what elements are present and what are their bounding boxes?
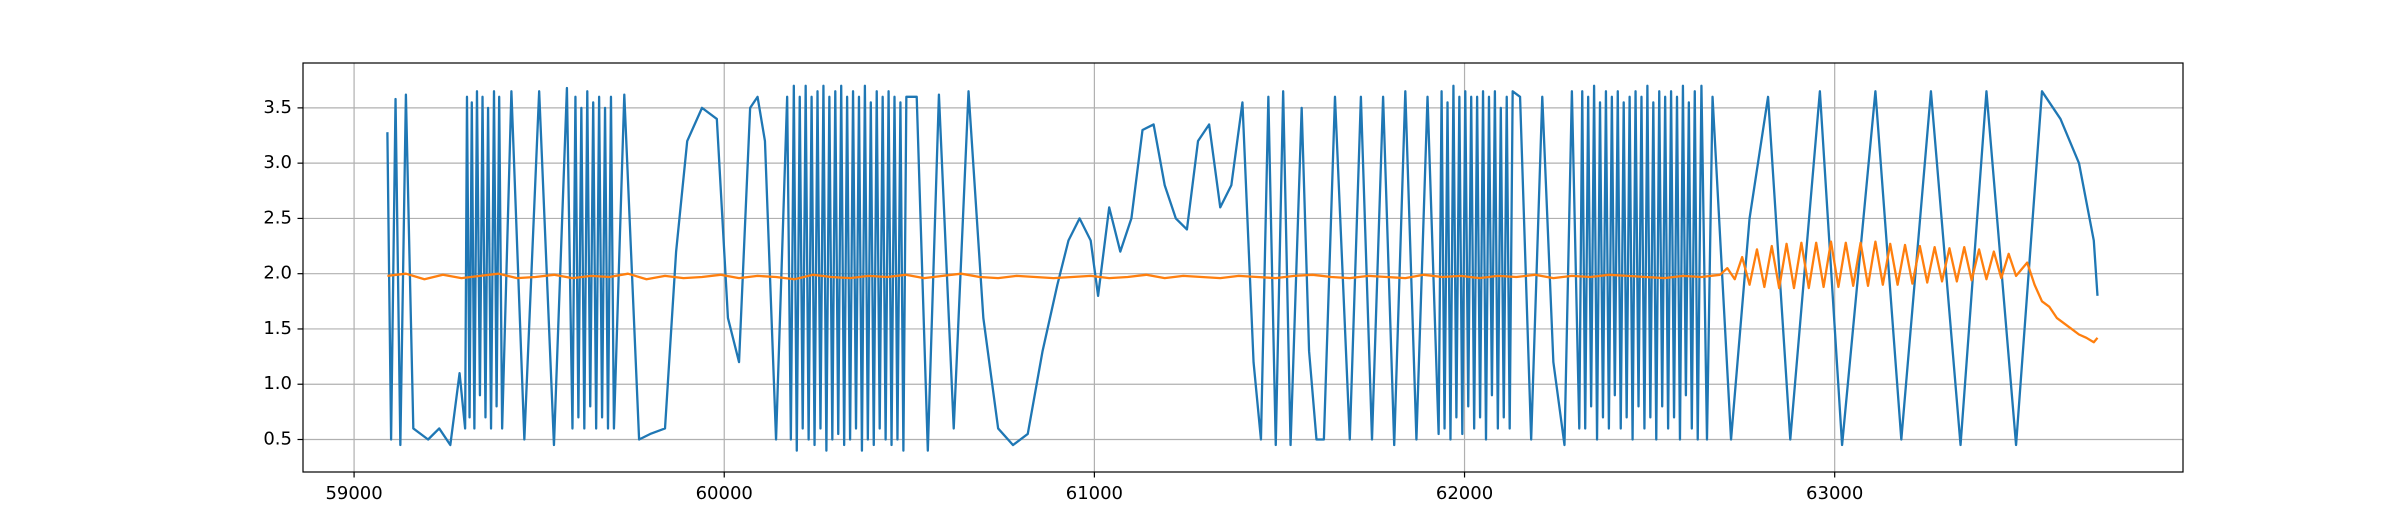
- x-tick-label: 62000: [1436, 483, 1493, 504]
- y-tick-label: 2.0: [263, 263, 292, 284]
- x-tick-label: 59000: [325, 483, 382, 504]
- plot-frame: [302, 62, 2184, 473]
- x-tick-label: 60000: [696, 483, 753, 504]
- y-tick-label: 1.5: [263, 318, 292, 339]
- y-tick-label: 1.0: [263, 373, 292, 394]
- y-tick-label: 0.5: [263, 429, 292, 450]
- y-tick-label: 2.5: [263, 207, 292, 228]
- y-tick-label: 3.5: [263, 97, 292, 118]
- x-tick-label: 61000: [1066, 483, 1123, 504]
- series-line: [386, 84, 2099, 452]
- series-line: [387, 240, 2099, 344]
- x-tick-label: 63000: [1806, 483, 1863, 504]
- y-tick-label: 3.0: [263, 152, 292, 173]
